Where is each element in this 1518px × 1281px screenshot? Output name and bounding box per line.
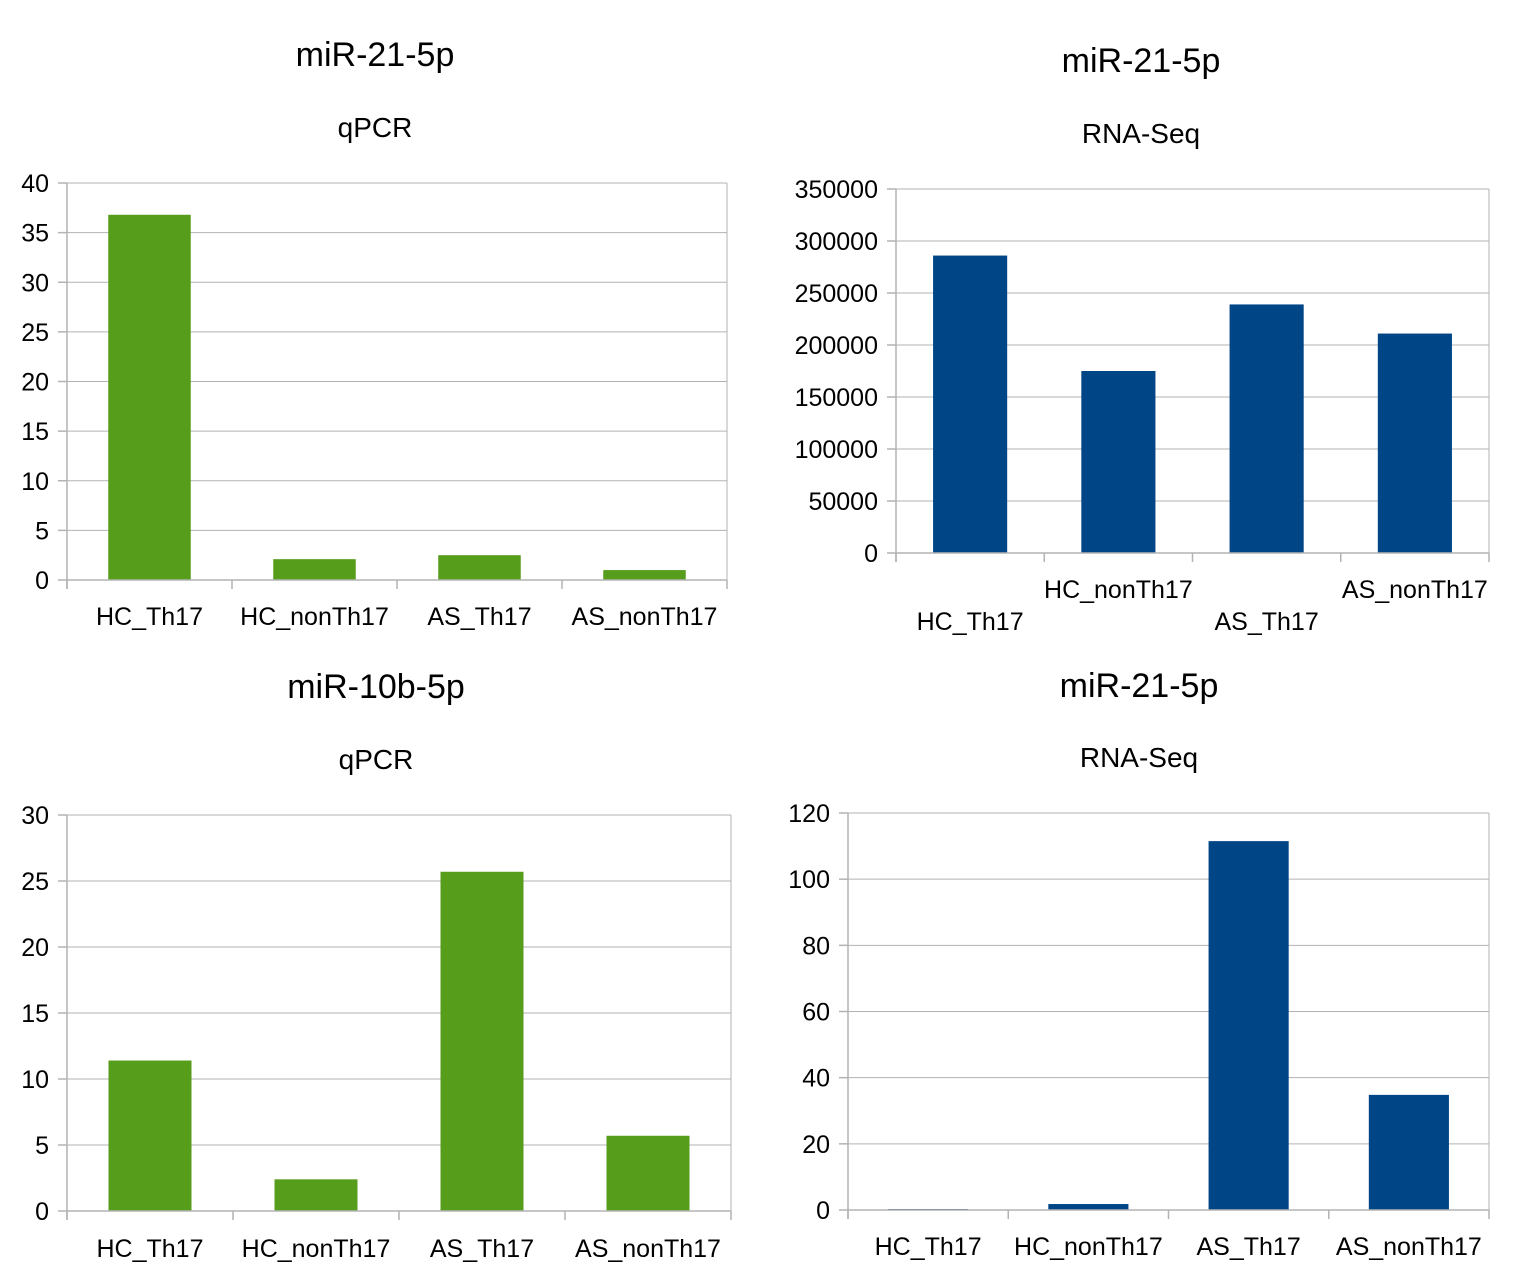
x-tick-label: HC_Th17 — [97, 1235, 204, 1263]
bar-as-th17 — [438, 555, 521, 580]
chart-subtitle: qPCR — [338, 112, 413, 143]
chart-subtitle: RNA-Seq — [1082, 118, 1200, 149]
bar-as-th17 — [1229, 304, 1304, 553]
x-tick-label: AS_Th17 — [1197, 1233, 1301, 1261]
bar-hc-th17 — [933, 255, 1008, 553]
y-tick-label: 5 — [35, 517, 49, 545]
x-tick-label: HC_nonTh17 — [1014, 1233, 1163, 1261]
y-tick-label: 25 — [21, 868, 49, 896]
y-tick-label: 0 — [816, 1197, 830, 1225]
y-tick-label: 30 — [21, 269, 49, 297]
y-tick-label: 15 — [21, 1000, 49, 1028]
y-tick-label: 60 — [802, 999, 830, 1027]
chart-panel-2: miR-21-5p RNA-Seq 0 50000 100000 150000 200000… — [795, 42, 1490, 636]
chart-title: miR-21-5p — [296, 36, 455, 74]
bar-hc-nonth17 — [1048, 1204, 1129, 1210]
y-tick-label: 40 — [802, 1065, 830, 1093]
bar-as-nonth17 — [606, 1135, 690, 1211]
x-tick-label: AS_nonTh17 — [575, 1235, 721, 1263]
bar-as-th17 — [1208, 841, 1289, 1210]
bar-hc-nonth17 — [1081, 371, 1156, 553]
bar-as-th17 — [440, 871, 524, 1211]
y-tick-label: 100 — [788, 866, 830, 894]
y-tick-label: 20 — [21, 934, 49, 962]
y-tick-label: 0 — [35, 1198, 49, 1226]
x-tick-label: HC_Th17 — [917, 608, 1024, 636]
chart-panel-4: miR-21-5p RNA-Seq 0 20 40 60 80 100 120 HC_Th17 HC… — [788, 667, 1490, 1261]
x-tick-label: AS_nonTh17 — [1336, 1233, 1482, 1261]
bar-hc-nonth17 — [274, 1179, 358, 1211]
y-tick-label: 10 — [21, 468, 49, 496]
chart-panel-3: miR-10b-5p qPCR 0 5 10 15 20 25 30 HC_Th17 HC_nonT… — [21, 668, 732, 1263]
y-tick-label: 150000 — [795, 384, 878, 412]
x-tick-label: HC_nonTh17 — [240, 603, 389, 631]
bar-as-nonth17 — [1377, 333, 1452, 553]
y-tick-label: 300000 — [795, 228, 878, 256]
chart-subtitle: qPCR — [339, 744, 414, 775]
x-tick-label: HC_nonTh17 — [242, 1235, 391, 1263]
y-tick-label: 50000 — [808, 488, 878, 516]
x-tick-label: AS_Th17 — [1215, 608, 1319, 636]
x-tick-label: AS_Th17 — [430, 1235, 534, 1263]
y-tick-label: 15 — [21, 418, 49, 446]
y-tick-label: 200000 — [795, 332, 878, 360]
y-tick-label: 40 — [21, 170, 49, 198]
y-tick-label: 80 — [802, 932, 830, 960]
y-tick-label: 0 — [864, 540, 878, 568]
chart-title: miR-10b-5p — [287, 668, 465, 706]
y-tick-label: 10 — [21, 1066, 49, 1094]
x-tick-label: HC_Th17 — [96, 603, 203, 631]
y-tick-label: 100000 — [795, 436, 878, 464]
chart-panel-1: miR-21-5p qPCR 0 5 10 15 20 25 30 35 40 HC_Th17 HC_n… — [21, 36, 728, 631]
y-tick-label: 0 — [35, 567, 49, 595]
x-tick-label: AS_Th17 — [427, 603, 531, 631]
bar-hc-th17 — [108, 214, 191, 580]
bar-hc-nonth17 — [273, 559, 356, 580]
y-tick-label: 25 — [21, 319, 49, 347]
chart-title: miR-21-5p — [1060, 667, 1219, 705]
y-tick-label: 35 — [21, 220, 49, 248]
y-tick-label: 20 — [21, 369, 49, 397]
bar-as-nonth17 — [603, 570, 686, 580]
y-tick-label: 120 — [788, 800, 830, 828]
y-tick-label: 250000 — [795, 280, 878, 308]
bar-as-nonth17 — [1368, 1094, 1449, 1210]
x-tick-label: AS_nonTh17 — [572, 603, 718, 631]
x-tick-label: AS_nonTh17 — [1342, 576, 1488, 604]
y-tick-label: 5 — [35, 1132, 49, 1160]
chart-subtitle: RNA-Seq — [1080, 742, 1198, 773]
x-tick-label: HC_nonTh17 — [1044, 576, 1193, 604]
x-tick-label: HC_Th17 — [875, 1233, 982, 1261]
y-tick-label: 350000 — [795, 176, 878, 204]
y-tick-label: 30 — [21, 802, 49, 830]
bar-hc-th17 — [108, 1060, 192, 1211]
y-tick-label: 20 — [802, 1131, 830, 1159]
chart-title: miR-21-5p — [1062, 42, 1221, 80]
